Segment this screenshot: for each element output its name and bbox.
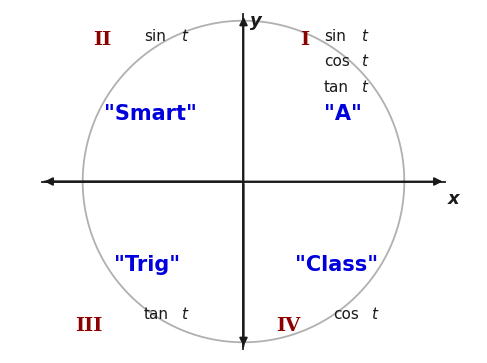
Text: t: t (361, 80, 367, 95)
Text: tan: tan (144, 307, 169, 322)
Text: "Trig": "Trig" (114, 255, 180, 275)
Text: t: t (371, 307, 377, 322)
Text: "A": "A" (324, 104, 362, 124)
Text: IV: IV (277, 317, 300, 335)
Text: t: t (361, 29, 367, 44)
Text: sin: sin (324, 29, 346, 44)
Text: t: t (361, 54, 367, 69)
Text: y: y (250, 12, 262, 30)
Text: cos: cos (324, 54, 350, 69)
Text: cos: cos (334, 307, 359, 322)
Text: t: t (181, 307, 187, 322)
Text: t: t (181, 29, 187, 44)
Text: "Smart": "Smart" (104, 104, 197, 124)
Text: "Class": "Class" (295, 255, 378, 275)
Text: tan: tan (324, 80, 349, 95)
Text: II: II (93, 31, 111, 49)
Text: sin: sin (144, 29, 166, 44)
Text: x: x (448, 189, 459, 208)
Text: I: I (300, 31, 309, 49)
Text: III: III (75, 317, 103, 335)
